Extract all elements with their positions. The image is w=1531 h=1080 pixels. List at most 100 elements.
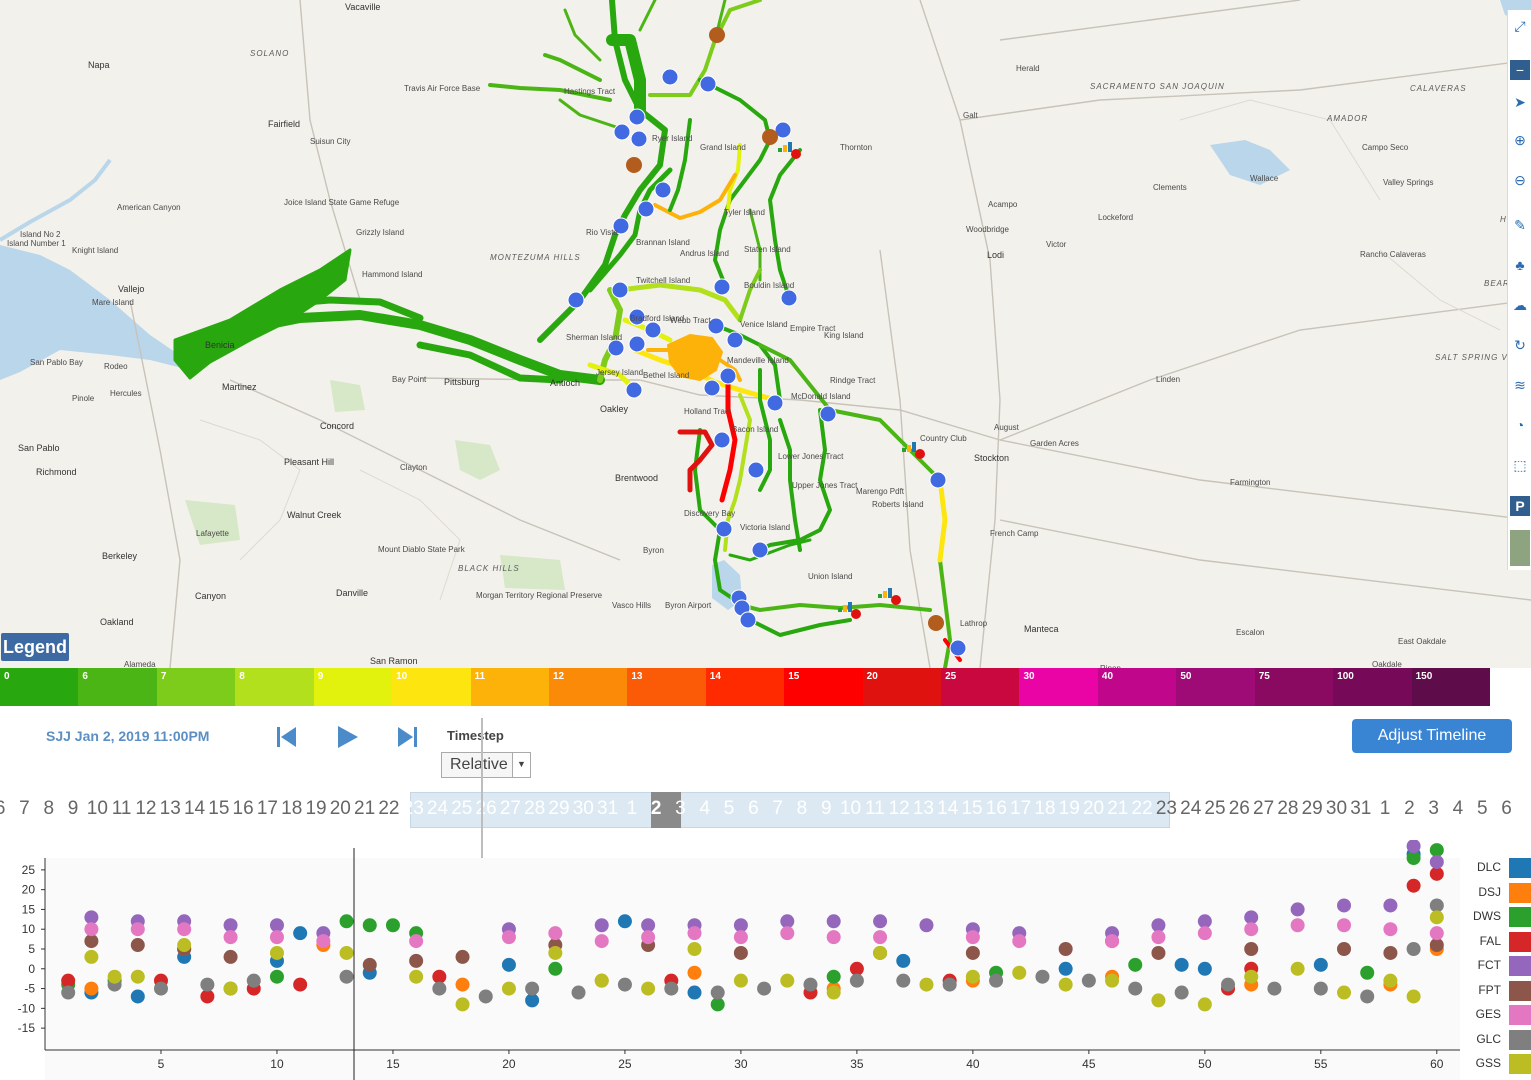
station-marker-brown[interactable]	[762, 129, 778, 145]
timeline-tick[interactable]: 6	[748, 798, 759, 819]
timeline-tick[interactable]: 30	[572, 798, 594, 819]
timeline-tick[interactable]: 29	[548, 798, 570, 819]
timeline-tick[interactable]: 23	[1155, 798, 1177, 819]
zoom-in-icon[interactable]: ⊕	[1514, 132, 1526, 148]
timeline-tick[interactable]: 23	[402, 798, 424, 819]
station-marker-brown[interactable]	[928, 615, 944, 631]
station-marker[interactable]	[929, 471, 947, 489]
select-box-icon[interactable]: ⬚	[1513, 457, 1527, 473]
zoom-out-icon[interactable]: ⊖	[1514, 172, 1526, 188]
station-marker[interactable]	[628, 108, 646, 126]
timeline-tick[interactable]: 26	[1228, 798, 1250, 819]
timeline-tick[interactable]: 3	[675, 798, 686, 819]
timeline-tick[interactable]: 1	[1379, 798, 1391, 819]
timeline-tick[interactable]: 24	[426, 798, 449, 819]
timeline-tick[interactable]: 13	[159, 798, 181, 819]
station-marker[interactable]	[739, 611, 757, 629]
station-marker[interactable]	[628, 308, 646, 326]
timeline-tick[interactable]: 26	[475, 798, 497, 819]
station-marker[interactable]	[751, 541, 769, 559]
timeline-tick[interactable]: 31	[1350, 798, 1372, 819]
fullscreen-icon[interactable]: ⤢	[1514, 18, 1526, 34]
timeline-tick[interactable]: 11	[111, 798, 132, 819]
timeline-tick[interactable]: 9	[820, 798, 832, 819]
timeline-tick[interactable]: 2	[650, 798, 662, 819]
layers-icon[interactable]: ≋	[1514, 377, 1526, 393]
pump-station-icon[interactable]	[902, 442, 925, 459]
timeline-tick[interactable]: 10	[86, 798, 108, 819]
timeline-tick[interactable]: 29	[1301, 798, 1323, 819]
timeline-tick[interactable]: 24	[1180, 798, 1202, 819]
timeline-tick[interactable]: 4	[1452, 798, 1464, 819]
plot-legend-item[interactable]: DWS	[1470, 907, 1531, 927]
timeline-tick[interactable]: 16	[232, 798, 254, 819]
timeline-tick[interactable]: 28	[1277, 798, 1299, 819]
timeline-tick[interactable]: 5	[1476, 798, 1488, 819]
timeline-tick[interactable]: 5	[723, 798, 735, 819]
timeline-tick[interactable]: 4	[699, 798, 711, 819]
plot-legend-item[interactable]: DSJ	[1470, 882, 1531, 903]
timeline-tick[interactable]: 15	[208, 798, 230, 819]
skip-back-icon[interactable]	[274, 724, 300, 750]
plot-legend-item[interactable]: FCT	[1470, 956, 1531, 976]
cloud-upload-icon[interactable]: ☁	[1513, 297, 1527, 313]
timeline-tick[interactable]: 8	[43, 798, 55, 819]
plot-legend-item[interactable]: DLC	[1470, 858, 1531, 878]
pump-station-icon[interactable]	[778, 142, 801, 159]
skip-forward-icon[interactable]	[394, 724, 420, 750]
station-marker[interactable]	[607, 339, 625, 357]
station-marker[interactable]	[613, 123, 631, 141]
station-marker[interactable]	[726, 331, 744, 349]
timeline-tick[interactable]: 21	[1107, 798, 1129, 819]
station-marker[interactable]	[625, 381, 643, 399]
map-canvas[interactable]	[0, 0, 1531, 668]
plot-legend-item[interactable]: GLC	[1470, 1029, 1531, 1050]
timeline-tick[interactable]: 17	[256, 798, 278, 819]
timeline-tick[interactable]: 7	[19, 798, 30, 819]
plot-legend-item[interactable]: FPT	[1470, 980, 1531, 1001]
plot-legend-item[interactable]: FAL	[1470, 931, 1531, 952]
timeline-tick[interactable]: 17	[1010, 798, 1032, 819]
basemap-thumbnail-icon[interactable]	[1510, 530, 1530, 566]
pump-station-icon[interactable]	[838, 602, 861, 619]
timeline-selection-window[interactable]	[410, 792, 1170, 828]
timeline-tick[interactable]: 18	[1034, 798, 1056, 819]
station-marker-brown[interactable]	[709, 27, 725, 43]
station-layer[interactable]	[567, 27, 967, 657]
station-marker[interactable]	[719, 367, 737, 385]
station-marker[interactable]	[707, 317, 725, 335]
timeline-tick[interactable]: 12	[888, 798, 910, 819]
timeline-tick[interactable]: 31	[597, 798, 619, 819]
pump-station-icon[interactable]	[878, 588, 901, 605]
timeline-tick[interactable]: 20	[329, 798, 351, 819]
timeline-tick[interactable]: 10	[839, 798, 862, 819]
timeline-tick[interactable]: 8	[796, 798, 808, 819]
timeline-tick[interactable]: 14	[937, 798, 959, 819]
parking-icon[interactable]: P	[1510, 496, 1530, 516]
timeline-tick[interactable]: 6	[0, 798, 6, 819]
station-marker[interactable]	[715, 520, 733, 538]
station-marker[interactable]	[949, 639, 967, 657]
timeline-tick[interactable]: 25	[451, 798, 473, 819]
timeline-tick[interactable]: 7	[772, 798, 783, 819]
station-marker[interactable]	[611, 281, 629, 299]
timeline-tick[interactable]: 22	[1131, 798, 1153, 819]
timeline-tick[interactable]: 20	[1082, 798, 1105, 819]
station-marker[interactable]	[654, 181, 672, 199]
plot-legend-item[interactable]: GSS	[1470, 1054, 1531, 1074]
map-view[interactable]: Vacaville Napa Fairfield Suisun City Travis …	[0, 0, 1531, 668]
station-marker[interactable]	[703, 379, 721, 397]
play-icon[interactable]	[334, 724, 360, 750]
timeline-tick[interactable]: 14	[183, 798, 206, 819]
station-marker[interactable]	[780, 289, 798, 307]
timeline-tick[interactable]: 27	[1253, 798, 1275, 819]
station-marker-brown[interactable]	[626, 157, 642, 173]
station-marker[interactable]	[766, 394, 784, 412]
timeline-tick[interactable]: 9	[67, 798, 79, 819]
station-marker[interactable]	[747, 461, 765, 479]
timeline-tick[interactable]: 27	[499, 798, 521, 819]
timeline-tick[interactable]: 19	[1058, 798, 1080, 819]
timeline-tick[interactable]: 30	[1325, 798, 1348, 819]
station-marker[interactable]	[661, 68, 679, 86]
timeline-slider[interactable]: 6 7 8 9 10 11 12 13 14 15 16 17 18 19 20 21 22 23 24 25 26 27…	[0, 790, 1531, 830]
